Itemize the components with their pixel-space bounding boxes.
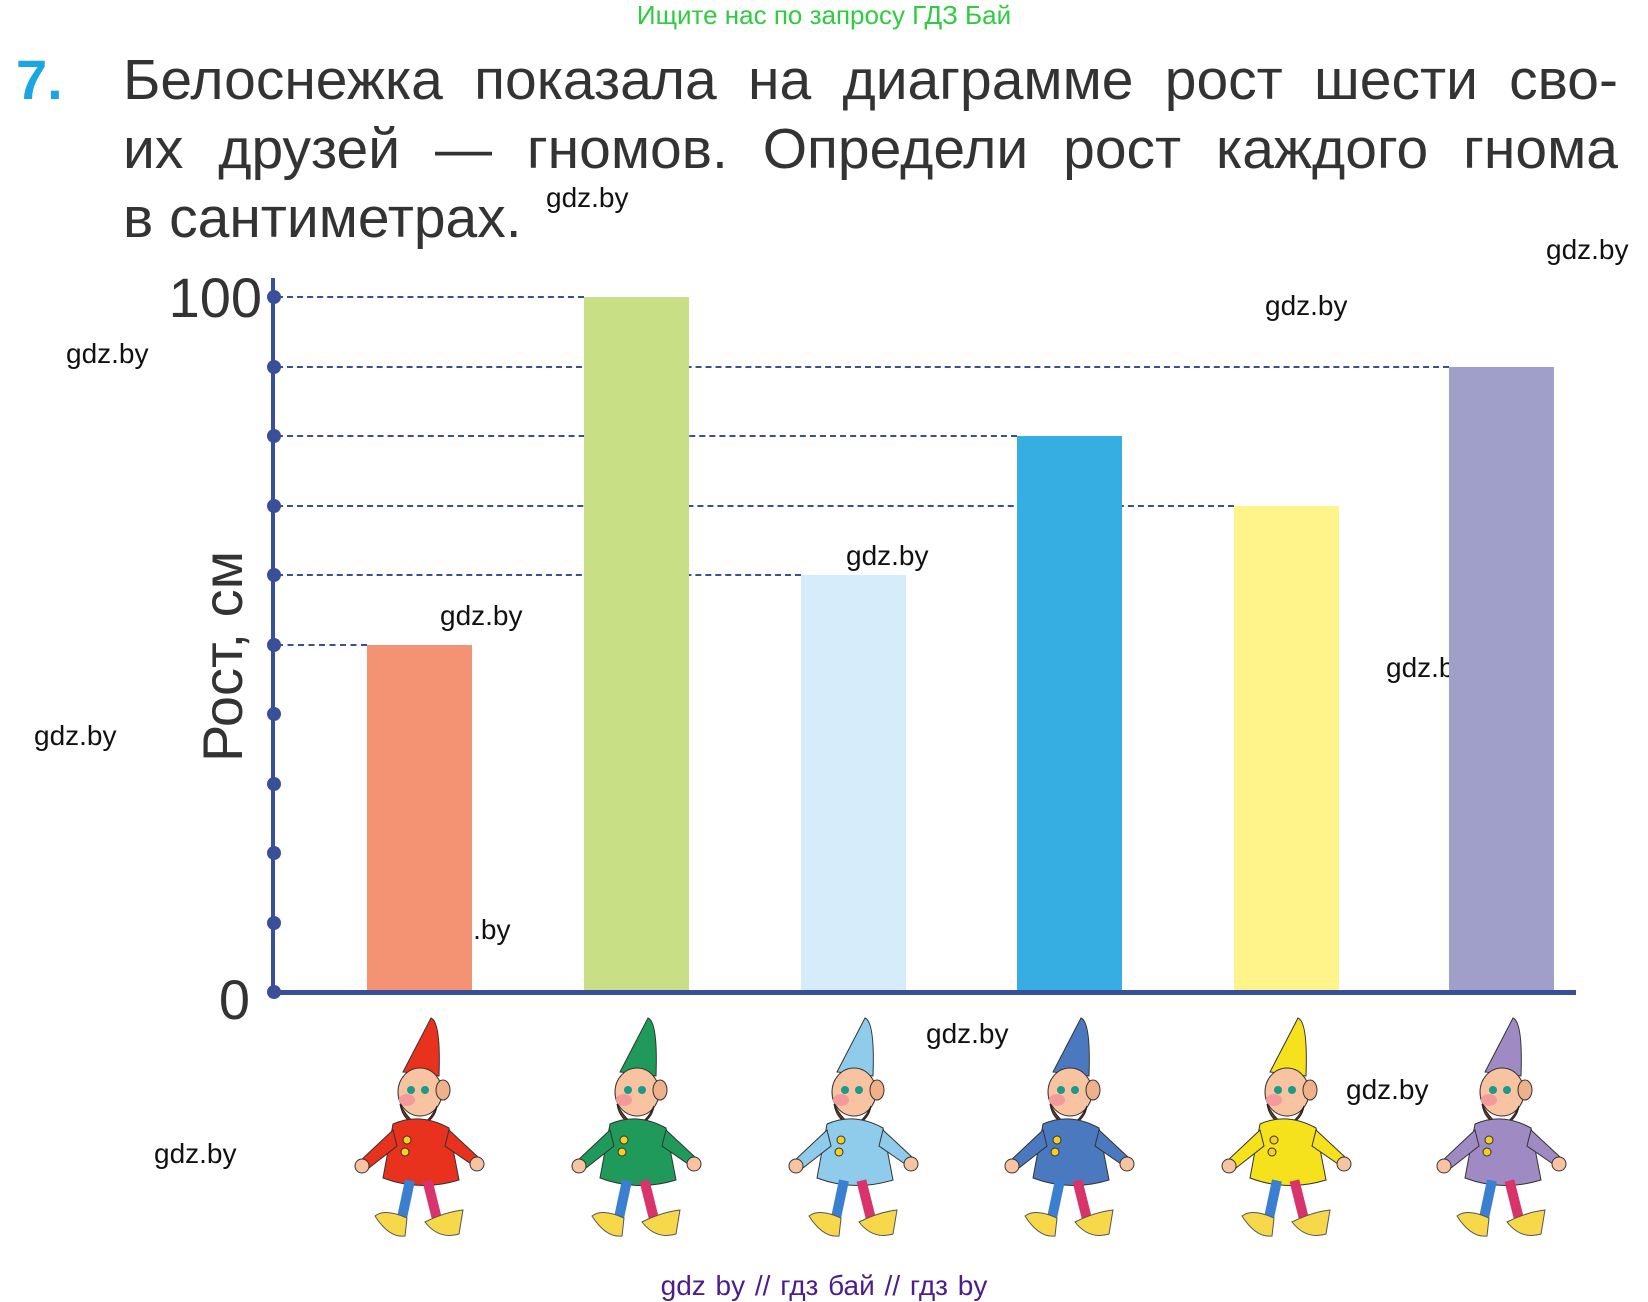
- watermark: gdz.by: [546, 182, 629, 213]
- bar-3: [801, 575, 906, 992]
- bar-5: [1234, 505, 1339, 992]
- gnome-icon: [1212, 1012, 1362, 1252]
- bar-2: [584, 297, 689, 992]
- y-tick-dot: [267, 637, 281, 652]
- bar-1: [367, 644, 472, 992]
- bar-6: [1449, 366, 1554, 992]
- y-axis: [271, 278, 275, 996]
- y-tick-dot: [267, 429, 281, 443]
- y-tick-dot: [267, 568, 281, 582]
- watermark: gdz.by: [1346, 1074, 1429, 1105]
- y-tick-dot: [267, 498, 281, 513]
- footer-watermark: gdz by // гдз бай // гдз by: [660, 1270, 988, 1301]
- watermark: gdz.by: [34, 720, 117, 751]
- task-line-2: их друзей — гномов. Определи рост каждог…: [123, 117, 1618, 181]
- task-number: 7.: [16, 48, 63, 111]
- guide-line: [277, 365, 1449, 368]
- y-tick-dot: [267, 846, 281, 860]
- watermark: gdz.by: [440, 600, 523, 631]
- guide-line: [277, 504, 1234, 507]
- guide-line: [277, 296, 584, 298]
- y-tick-dot: [267, 915, 281, 930]
- gnome-icon: [562, 1012, 712, 1252]
- search-banner: Ищите нас по запросу ГДЗ Бай: [636, 0, 1012, 30]
- watermark: gdz.by: [154, 1138, 237, 1169]
- gnome-icon: [995, 1012, 1145, 1252]
- y-tick-dot: [267, 985, 281, 999]
- watermark: gdz.by: [1546, 234, 1629, 265]
- task-text: Белоснежка показала на диаграмме рост ше…: [123, 46, 1618, 253]
- y-tick-label-100: 100: [168, 266, 262, 329]
- y-tick-dot: [267, 776, 281, 791]
- y-tick-dot: [267, 290, 281, 304]
- task-line-3: в сантиметрах.: [123, 186, 522, 250]
- y-tick-dot: [267, 359, 281, 374]
- gnome-icon: [779, 1012, 929, 1252]
- task-line-1: Белоснежка показала на диаграмме рост ше…: [123, 48, 1618, 112]
- gnome-icon: [1427, 1012, 1577, 1252]
- gnome-icon: [345, 1012, 495, 1252]
- watermark: gdz.by: [926, 1018, 1009, 1049]
- y-tick-label-0: 0: [218, 968, 250, 1031]
- x-axis: [271, 990, 1576, 995]
- guide-line: [277, 643, 367, 646]
- watermark: gdz.by: [846, 540, 929, 571]
- watermark: gdz.by: [66, 338, 149, 369]
- guide-line: [277, 574, 801, 576]
- y-tick-dot: [267, 707, 281, 721]
- bar-4: [1017, 436, 1122, 992]
- y-axis-label: Рост, см: [191, 550, 254, 762]
- watermark: gdz.by: [1265, 290, 1348, 321]
